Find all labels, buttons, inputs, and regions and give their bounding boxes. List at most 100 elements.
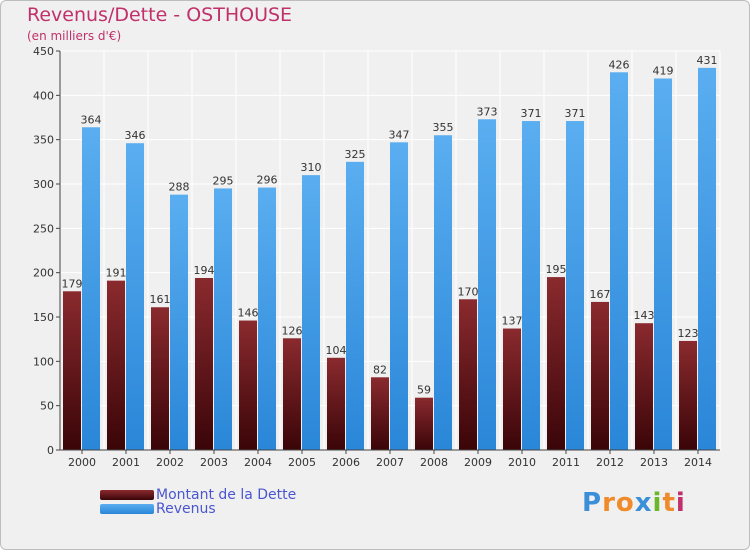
chart-subtitle: (en milliers d'€) — [27, 29, 122, 43]
logo-letter: t — [662, 488, 676, 518]
data-label-dette: 143 — [634, 309, 655, 322]
legend-label-revenus: Revenus — [156, 501, 216, 517]
data-label-dette: 191 — [106, 267, 127, 280]
data-label-dette: 137 — [502, 315, 523, 328]
bar-revenus — [610, 72, 628, 450]
chart-title: Revenus/Dette - OSTHOUSE — [27, 4, 293, 26]
data-label-dette: 179 — [62, 277, 83, 290]
data-label-revenus: 295 — [213, 174, 234, 187]
data-label-revenus: 346 — [125, 129, 146, 142]
legend-item-revenus: Revenus — [100, 501, 216, 517]
x-tick-label: 2006 — [332, 456, 360, 469]
data-label-dette: 161 — [150, 293, 171, 306]
x-tick-label: 2005 — [288, 456, 316, 469]
x-tick-label: 2004 — [244, 456, 272, 469]
bar-dette — [547, 277, 565, 450]
y-tick-label: 50 — [40, 400, 54, 413]
bar-revenus — [82, 127, 100, 451]
bar-dette — [415, 397, 433, 450]
bar-dette — [107, 280, 125, 450]
proxiti-logo: Proxiti — [582, 488, 686, 518]
bar-revenus — [654, 78, 672, 450]
bar-dette — [591, 301, 609, 450]
y-tick-label: 400 — [33, 89, 54, 102]
legend-swatch-revenus — [100, 504, 154, 514]
x-tick-label: 2014 — [684, 456, 712, 469]
data-label-revenus: 325 — [345, 148, 366, 161]
x-tick-label: 2008 — [420, 456, 448, 469]
data-labels: 179 364 191 346 161 288 194 295 146 296 126 310 104 3… — [62, 54, 718, 397]
bar-revenus — [522, 121, 540, 451]
x-tick-label: 2007 — [376, 456, 404, 469]
x-tick-label: 2000 — [68, 456, 96, 469]
y-tick-label: 100 — [33, 355, 54, 368]
data-label-dette: 123 — [678, 327, 699, 340]
bar-dette — [283, 338, 301, 450]
bar-dette — [503, 328, 521, 450]
bars — [63, 67, 716, 451]
bar-revenus — [390, 142, 408, 450]
data-label-revenus: 355 — [433, 121, 454, 134]
bar-revenus — [170, 194, 188, 450]
bar-revenus — [698, 67, 716, 450]
axes: 0 50 100 150 200 250 300 350 400 450 2000 2001 2002 2… — [33, 45, 720, 469]
legend-label-dette: Montant de la Dette — [156, 487, 297, 503]
bar-revenus — [478, 119, 496, 451]
data-label-dette: 59 — [417, 384, 431, 397]
data-label-revenus: 426 — [609, 58, 630, 71]
bar-dette — [327, 357, 345, 450]
data-label-revenus: 431 — [697, 54, 718, 67]
logo-letter: r — [602, 488, 616, 518]
data-label-dette: 195 — [546, 263, 567, 276]
x-tick-label: 2011 — [552, 456, 580, 469]
data-label-dette: 194 — [194, 264, 215, 277]
bar-dette — [635, 323, 653, 450]
x-tick-label: 2003 — [200, 456, 228, 469]
data-label-dette: 82 — [373, 363, 387, 376]
legend-item-dette: Montant de la Dette — [100, 487, 296, 503]
y-tick-label: 250 — [33, 222, 54, 235]
x-tick-label: 2010 — [508, 456, 536, 469]
bar-dette — [151, 307, 169, 450]
bar-revenus — [434, 135, 452, 450]
data-label-revenus: 296 — [257, 174, 278, 187]
data-label-revenus: 373 — [477, 105, 498, 118]
x-tick-label: 2001 — [112, 456, 140, 469]
data-label-dette: 146 — [238, 307, 259, 320]
logo-letter: i — [652, 488, 663, 518]
data-label-revenus: 347 — [389, 128, 410, 141]
x-tick-label: 2013 — [640, 456, 668, 469]
data-label-dette: 167 — [590, 288, 611, 301]
logo-letter: o — [615, 488, 635, 518]
data-label-revenus: 371 — [565, 107, 586, 120]
data-label-dette: 170 — [458, 285, 479, 298]
x-tick-label: 2009 — [464, 456, 492, 469]
bar-dette — [371, 377, 389, 450]
bar-dette — [195, 277, 213, 450]
bar-dette — [239, 320, 257, 450]
y-tick-label: 200 — [33, 267, 54, 280]
y-tick-label: 450 — [33, 45, 54, 58]
bar-revenus — [346, 161, 364, 451]
bar-revenus — [566, 121, 584, 451]
legend-swatch-dette — [100, 490, 154, 500]
bar-dette — [459, 299, 477, 450]
logo-letter: i — [675, 488, 686, 518]
bar-dette — [63, 291, 81, 450]
bar-revenus — [302, 175, 320, 450]
bar-revenus — [258, 187, 276, 450]
y-tick-label: 350 — [33, 134, 54, 147]
logo-letter: x — [634, 488, 653, 518]
bar-revenus — [214, 188, 232, 450]
bar-revenus — [126, 143, 144, 451]
data-label-revenus: 310 — [301, 161, 322, 174]
data-label-revenus: 288 — [169, 181, 190, 194]
logo-letter: P — [582, 488, 603, 518]
y-tick-label: 150 — [33, 311, 54, 324]
y-tick-label: 300 — [33, 178, 54, 191]
data-label-revenus: 364 — [81, 113, 102, 126]
data-label-dette: 126 — [282, 324, 303, 337]
y-tick-label: 0 — [47, 444, 54, 457]
data-label-dette: 104 — [326, 344, 347, 357]
